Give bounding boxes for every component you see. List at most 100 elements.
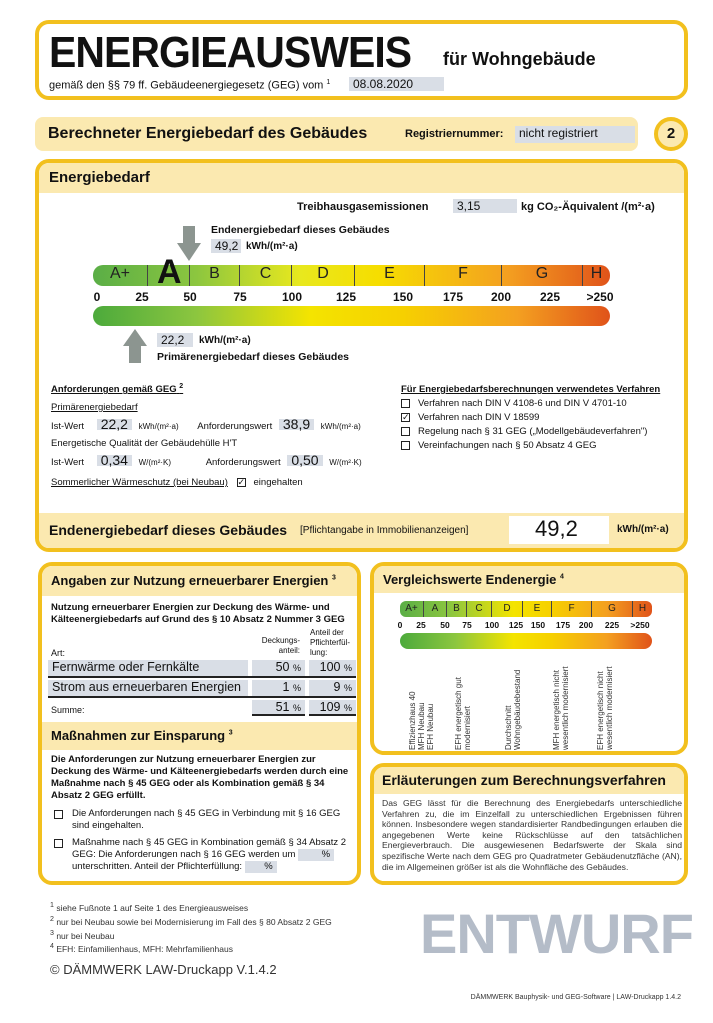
measures-option-1[interactable]: Die Anforderungen nach § 45 GEG in Verbi… bbox=[54, 808, 349, 832]
table-row: Strom aus erneuerbaren Energien 1 % 9 % bbox=[48, 680, 356, 698]
class-g: G bbox=[502, 265, 583, 286]
footnote: 4 EFH: Einfamilienhaus, MFH: Mehrfamilie… bbox=[50, 942, 233, 955]
reference-label: EFH energetisch nicht wesentlich moderni… bbox=[596, 666, 614, 750]
reference-label: Durchschnitt Wohngebäudebestand bbox=[504, 669, 522, 750]
primary-energy-req-title: Primärenergiebedarf bbox=[51, 402, 138, 414]
duty-value: 9 % bbox=[309, 680, 356, 696]
registration-number: nicht registriert bbox=[515, 126, 635, 143]
footnotes: 1 siehe Fußnote 1 auf Seite 1 des Energi… bbox=[50, 900, 332, 955]
checkbox-icon[interactable] bbox=[54, 839, 63, 848]
measures-title: Maßnahmen zur Einsparung 3 bbox=[51, 728, 233, 743]
reference-label: MFH Neubau bbox=[417, 702, 426, 750]
renewables-title: Angaben zur Nutzung erneuerbarer Energie… bbox=[51, 573, 336, 588]
explanation-box: Erläuterungen zum Berechnungsverfahren D… bbox=[370, 763, 688, 885]
class-b: B bbox=[190, 265, 240, 286]
tick: 75 bbox=[462, 620, 472, 630]
tick: 175 bbox=[555, 620, 571, 630]
measures-option-2[interactable]: Maßnahme nach § 45 GEG in Kombination ge… bbox=[54, 837, 349, 873]
energy-demand-header: Energiebedarf bbox=[39, 163, 684, 193]
class-a-plus: A+ bbox=[400, 601, 424, 617]
tick: >250 bbox=[630, 620, 650, 630]
checkbox-icon[interactable] bbox=[401, 426, 410, 436]
class-e: E bbox=[523, 601, 552, 617]
tick: 150 bbox=[392, 290, 414, 304]
explanation-header: Erläuterungen zum Berechnungsverfahren bbox=[374, 767, 684, 794]
tick: 0 bbox=[93, 290, 101, 304]
measures-header: Maßnahmen zur Einsparung 3 bbox=[42, 722, 357, 750]
class-a-plus: A+ bbox=[93, 265, 148, 286]
section-header: Berechneter Energiebedarf des Gebäudes R… bbox=[35, 117, 638, 151]
summer-protection-row: Sommerlicher Wärmeschutz (bei Neubau) ✓ e… bbox=[51, 477, 303, 489]
comparison-class-scale: A+ A B C D E F G H bbox=[400, 601, 652, 617]
energy-gradient-bar bbox=[93, 306, 610, 326]
class-d: D bbox=[292, 265, 355, 286]
end-energy-unit: kWh/(m²·a) bbox=[246, 241, 298, 252]
renewables-intro: Nutzung erneuerbarer Energien zur Deckun… bbox=[51, 602, 345, 625]
tick: 125 bbox=[335, 290, 357, 304]
method-option[interactable]: Regelung nach § 31 GEG („Modellgebäudeve… bbox=[401, 425, 684, 439]
reference-label: EFH energetisch gut modernisiert bbox=[454, 677, 472, 750]
class-g: G bbox=[592, 601, 633, 617]
tick: 75 bbox=[233, 290, 247, 304]
comparison-gradient-bar bbox=[400, 633, 652, 649]
primary-energy-arrow-icon bbox=[123, 329, 147, 363]
comparison-header: Vergleichswerte Endenergie 4 bbox=[374, 566, 684, 593]
ghg-unit: kg CO₂-Äquivalent /(m²·a) bbox=[521, 201, 655, 213]
requirements: Anforderungen gemäß GEG 2 Primärenergieb… bbox=[51, 381, 391, 488]
share-value: 50 % bbox=[252, 660, 305, 676]
footnote: 3 nur bei Neubau bbox=[50, 928, 115, 941]
col-share: Deckungs-anteil: bbox=[261, 636, 300, 655]
energy-class-scale: A+ B C D E F G H bbox=[93, 265, 610, 286]
end-energy-value: 49,2 bbox=[211, 239, 241, 253]
duty-value: 100 % bbox=[309, 660, 356, 676]
method-option[interactable]: ✓ Verfahren nach DIN V 18599 bbox=[401, 411, 540, 423]
method: Für Energiebedarfsberechnungen verwendet… bbox=[401, 383, 684, 453]
tick: 25 bbox=[416, 620, 426, 630]
tick: 25 bbox=[135, 290, 149, 304]
ghg-label: Treibhausgasemissionen bbox=[297, 201, 429, 213]
envelope-quality-title: Energetische Qualität der Gebäudehülle H… bbox=[51, 438, 238, 450]
tick: 100 bbox=[484, 620, 500, 630]
tick: 225 bbox=[539, 290, 561, 304]
end-energy-label: Endenergiebedarf dieses Gebäudes bbox=[211, 224, 390, 236]
footnote: 1 siehe Fußnote 1 auf Seite 1 des Energi… bbox=[50, 901, 249, 913]
document-title: ENERGIEAUSWEIS bbox=[49, 28, 412, 77]
renewables-header: Angaben zur Nutzung erneuerbarer Energie… bbox=[42, 566, 357, 596]
method-option[interactable]: Verfahren nach DIN V 4108-6 und DIN V 47… bbox=[401, 397, 684, 411]
final-energy-note: [Pflichtangabe in Immobilienanzeigen] bbox=[300, 525, 469, 536]
primary-actual-value: 22,2 bbox=[96, 417, 132, 431]
section-title: Berechneter Energiebedarf des Gebäudes bbox=[48, 125, 368, 142]
class-f: F bbox=[552, 601, 592, 617]
software-footer: DÄMMWERK Bauphysik- und GEG-Software | L… bbox=[470, 994, 681, 1001]
tick: 50 bbox=[440, 620, 450, 630]
method-option[interactable]: Vereinfachungen nach § 50 Absatz 4 GEG bbox=[401, 439, 684, 453]
checkbox-icon[interactable] bbox=[401, 440, 410, 450]
checked-checkbox-icon[interactable]: ✓ bbox=[401, 411, 410, 422]
tick: 200 bbox=[578, 620, 594, 630]
current-energy-class: A bbox=[157, 253, 182, 291]
tick: >250 bbox=[586, 290, 614, 304]
comparison-ticks: 0 25 50 75 100 125 150 175 200 225 >250 bbox=[398, 620, 652, 632]
checkbox-icon[interactable] bbox=[54, 810, 63, 819]
checked-checkbox-icon[interactable]: ✓ bbox=[236, 477, 246, 488]
tick: 200 bbox=[490, 290, 512, 304]
reference-label-group: Effizienzhaus 40 MFH Neubau EFH Neubau bbox=[408, 654, 435, 750]
primary-energy-unit: kWh/(m²·a) bbox=[199, 335, 251, 346]
energy-demand-title: Energiebedarf bbox=[49, 169, 150, 186]
comparison-box: Vergleichswerte Endenergie 4 A+ A B C D … bbox=[370, 562, 688, 755]
primary-energy-req-row: Ist-Wert 22,2 kWh/(m²·a) Anforderungswer… bbox=[51, 416, 361, 433]
envelope-actual-value: 0,34 bbox=[96, 453, 132, 467]
class-h: H bbox=[590, 265, 603, 282]
scale-ticks: 0 25 50 75 100 125 150 175 200 225 >250 bbox=[93, 290, 614, 304]
class-e: E bbox=[355, 265, 425, 286]
envelope-req-row: Ist-Wert 0,34 W/(m²·K) Anforderungswert … bbox=[51, 452, 362, 469]
tick: 100 bbox=[281, 290, 303, 304]
final-energy-label: Endenergiebedarf dieses Gebäudes bbox=[49, 522, 288, 538]
checkbox-icon[interactable] bbox=[401, 398, 410, 408]
share-value: 1 % bbox=[252, 680, 305, 696]
tick: 150 bbox=[530, 620, 546, 630]
requirements-title: Anforderungen gemäß GEG 2 bbox=[51, 383, 184, 396]
footnote: 2 nur bei Neubau sowie bei Modernisierun… bbox=[50, 914, 332, 927]
registration-label: Registriernummer: bbox=[405, 128, 504, 140]
end-energy-arrow-icon bbox=[177, 226, 201, 261]
